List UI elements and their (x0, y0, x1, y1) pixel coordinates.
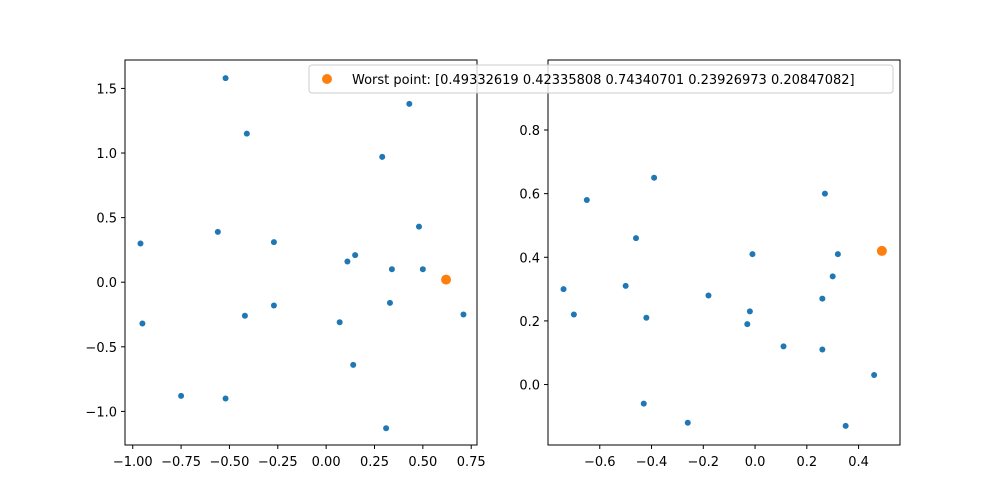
data-point (352, 252, 359, 259)
x-tick-label: −0.2 (688, 455, 720, 470)
data-point (241, 312, 248, 319)
data-point (406, 100, 413, 107)
data-point (746, 308, 753, 315)
data-point (386, 299, 393, 306)
data-point (842, 422, 849, 429)
x-tick-label: 0.25 (360, 455, 389, 470)
legend-worst-point-marker (322, 74, 332, 84)
x-tick-label: 0.75 (457, 455, 486, 470)
data-point (819, 346, 826, 353)
data-point (583, 197, 590, 203)
x-tick-label: 0.2 (796, 455, 817, 470)
data-point (640, 400, 647, 407)
y-tick-label: 0.0 (96, 276, 117, 291)
y-tick-label: 0.4 (519, 251, 540, 266)
data-point (222, 75, 229, 82)
data-point (350, 361, 357, 368)
data-point (243, 130, 250, 137)
y-tick-label: 0.5 (96, 212, 117, 227)
right-scatter-panel: −0.6 −0.4 −0.2 0.0 0.2 0.4 0.0 0.2 0.4 0.6 0.8 (519, 59, 901, 470)
x-tick-label: 0.50 (408, 455, 437, 470)
data-point (819, 295, 826, 302)
data-point (460, 311, 467, 318)
y-tick-label: 1.5 (96, 82, 117, 97)
legend-label: Worst point: [0.49332619 0.42335808 0.74… (352, 73, 855, 88)
x-tick-label: 0.00 (312, 455, 341, 470)
data-point (744, 321, 751, 328)
y-tick-label: 0.6 (519, 188, 540, 203)
x-tick-label: −0.25 (258, 455, 298, 470)
data-point (705, 292, 712, 299)
worst-point (441, 274, 452, 285)
data-point (336, 319, 343, 326)
data-point (560, 286, 567, 293)
y-tick-label: 0.0 (519, 379, 540, 394)
data-point (749, 251, 756, 258)
axes-frame (124, 59, 478, 446)
data-point (388, 266, 395, 273)
data-point (829, 273, 836, 280)
x-tick-label: 0.0 (745, 455, 766, 470)
x-tick-label: −1.00 (113, 455, 153, 470)
data-point (270, 239, 277, 246)
y-tick-label: 1.0 (96, 147, 117, 162)
data-point (139, 320, 146, 327)
data-point (821, 190, 828, 197)
data-point (379, 153, 386, 160)
data-point (270, 302, 277, 309)
data-point (419, 266, 426, 273)
data-point (684, 419, 691, 426)
data-point (344, 258, 351, 265)
data-point (137, 240, 144, 247)
x-tick-label: −0.75 (161, 455, 201, 470)
x-tick-label: −0.6 (584, 455, 616, 470)
legend-box (308, 64, 894, 94)
data-point (383, 425, 390, 432)
data-point (214, 228, 221, 235)
data-point (643, 314, 650, 321)
data-point (178, 392, 185, 399)
legend: Worst point: [0.49332619 0.42335808 0.74… (308, 64, 894, 94)
data-point (570, 311, 577, 318)
data-point (633, 235, 639, 242)
x-tick-label: 0.4 (848, 455, 869, 470)
data-point (651, 174, 658, 181)
x-tick-label: −0.4 (636, 455, 668, 470)
y-tick-label: −0.5 (85, 341, 117, 356)
y-tick-label: 0.2 (519, 315, 540, 330)
data-point (622, 282, 629, 289)
data-point (834, 251, 841, 258)
y-tick-label: 0.8 (519, 124, 540, 139)
data-point (871, 372, 878, 378)
y-tick-label: −1.0 (85, 405, 117, 420)
worst-point (876, 245, 887, 256)
data-point (222, 395, 229, 402)
data-point (780, 343, 787, 350)
data-point (415, 223, 422, 230)
x-tick-label: −0.50 (210, 455, 250, 470)
left-scatter-panel: −1.00 −0.75 −0.50 −0.25 0.00 0.25 0.50 0.75 −1.0… (85, 59, 486, 470)
axes-frame (547, 59, 901, 446)
